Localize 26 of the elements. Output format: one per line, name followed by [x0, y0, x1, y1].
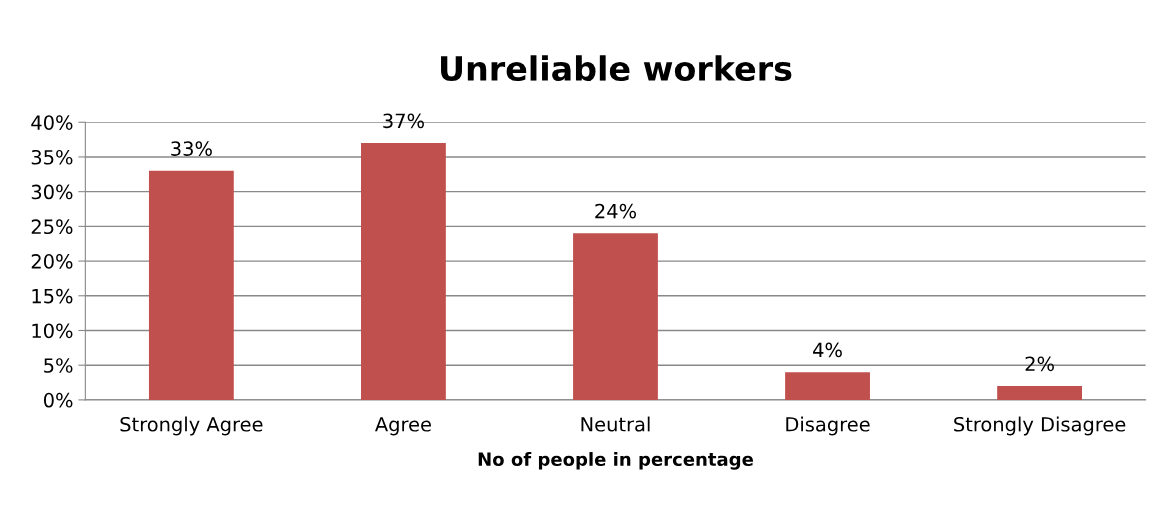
- y-tick-label: 5%: [44, 358, 73, 373]
- y-tick-label: 25%: [31, 219, 73, 235]
- x-tick-label: Strongly Agree: [120, 416, 263, 436]
- chart-title: Unreliable workers: [441, 55, 792, 82]
- bar: [997, 386, 1082, 400]
- y-tick-label: 20%: [31, 254, 73, 269]
- y-tick-label: 10%: [32, 323, 73, 339]
- data-label: 24%: [595, 203, 637, 219]
- data-label: 4%: [813, 342, 842, 358]
- data-label: 2%: [1025, 356, 1054, 372]
- y-tick-label: 0%: [43, 392, 73, 408]
- y-tick-label: 35%: [31, 149, 73, 165]
- x-tick-label: Disagree: [786, 416, 870, 436]
- x-tick-label: Strongly Disagree: [954, 416, 1126, 436]
- y-tick-label: 15%: [32, 288, 73, 304]
- data-label: 33%: [171, 141, 212, 156]
- bar: [785, 372, 870, 400]
- bar: [148, 170, 234, 400]
- x-tick-label: Neutral: [581, 416, 650, 432]
- bar: [361, 143, 446, 400]
- data-label: 37%: [383, 113, 424, 129]
- y-tick-label: 30%: [31, 184, 73, 200]
- y-tick-label: 40%: [31, 115, 73, 130]
- x-tick-label: Agree: [375, 417, 431, 436]
- bar: [573, 233, 658, 400]
- x-axis-title: No of people in percentage: [478, 452, 753, 470]
